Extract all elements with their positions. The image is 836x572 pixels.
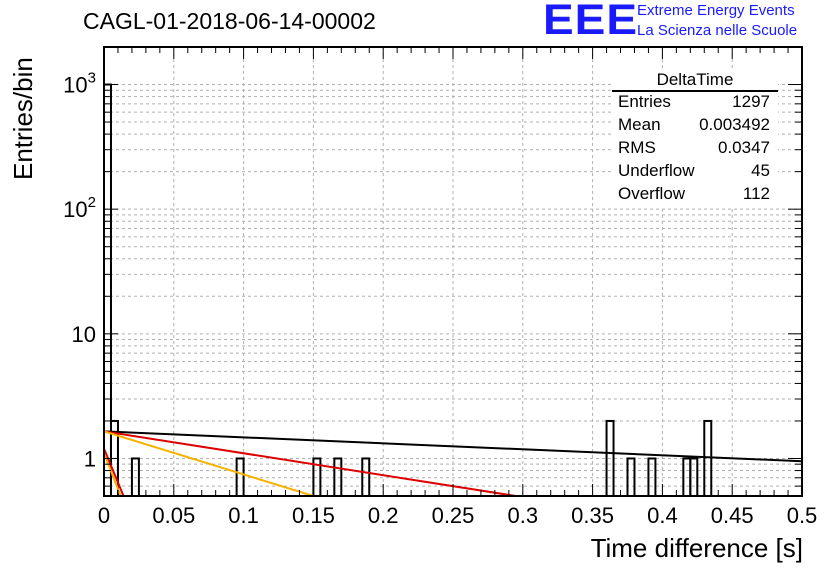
y-tick-label: 1 [84,446,96,471]
histogram-bin [647,457,657,496]
histogram-bin [605,419,615,496]
histogram-bin [626,457,636,496]
stats-label: Underflow [618,161,695,180]
stats-label: Entries [618,92,671,111]
fit-line [104,452,122,496]
eee-logo: EEE Extreme Energy Events La Scienza nel… [543,0,833,44]
stats-row-entries: Entries 1297 [618,92,770,115]
stats-value: 1297 [732,92,770,111]
histogram-bin [312,457,322,496]
histogram-bin [235,457,245,496]
fit-line [104,430,802,463]
stats-row-overflow: Overflow 112 [618,184,770,207]
stats-row-rms: RMS 0.0347 [618,138,770,161]
stats-value: 0.003492 [699,115,770,134]
logo-line-2: La Scienza nelle Scuole [637,22,798,39]
x-tick-label: 0.35 [571,503,614,528]
stats-value: 112 [742,184,770,203]
stats-label: Overflow [618,184,686,203]
stats-title: DeltaTime [656,70,734,89]
y-tick-label: 103 [63,70,96,98]
y-tick-exponent: 2 [88,194,96,211]
x-tick-label: 0.05 [152,503,195,528]
x-axis-label: Time difference [s] [590,533,803,563]
x-tick-label: 0.4 [647,503,678,528]
y-tick-label: 102 [63,194,96,222]
stats-row-underflow: Underflow 45 [618,161,770,184]
y-tick-exponent: 3 [88,70,96,87]
y-axis-label: Entries/bin [8,57,38,180]
x-tick-label: 0.45 [711,503,754,528]
stats-label: Mean [618,115,661,134]
y-tick-base: 10 [63,197,87,222]
x-tick-label: 0.2 [368,503,399,528]
stats-label: RMS [618,138,656,157]
x-tick-label: 0.25 [432,503,475,528]
x-tick-label: 0.3 [508,503,539,528]
fit-line [104,448,125,496]
y-tick-label: 10 [72,322,96,347]
stats-value: 45 [751,161,770,180]
stats-row-mean: Mean 0.003492 [618,115,770,138]
fit-line [104,430,314,496]
histogram-bin [689,457,699,496]
x-tick-label: 0.1 [228,503,259,528]
histogram-bin [361,457,371,496]
fit-line [104,430,516,496]
stats-box: DeltaTime Entries 1297 Mean 0.003492 RMS… [612,70,778,206]
histogram-bin [104,83,112,496]
histogram-bin [333,457,343,496]
x-tick-label: 0.5 [787,503,818,528]
stats-value: 0.0347 [718,138,770,157]
stats-divider [612,90,778,92]
histogram-bin [130,457,140,496]
y-tick-base: 10 [63,73,87,98]
eee-logo-mark: EEE [543,0,639,44]
histogram-bin [703,419,713,496]
x-tick-label: 0.15 [292,503,335,528]
logo-line-1: Extreme Energy Events [637,2,795,19]
chart-title: CAGL-01-2018-06-14-00002 [83,8,376,34]
x-tick-label: 0 [98,503,110,528]
